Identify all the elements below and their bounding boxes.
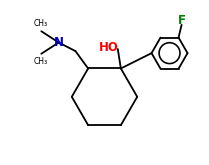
Text: CH₃: CH₃ xyxy=(33,19,47,28)
Text: F: F xyxy=(178,14,186,27)
Text: HO: HO xyxy=(99,41,119,54)
Text: N: N xyxy=(54,36,64,49)
Text: CH₃: CH₃ xyxy=(33,57,47,66)
